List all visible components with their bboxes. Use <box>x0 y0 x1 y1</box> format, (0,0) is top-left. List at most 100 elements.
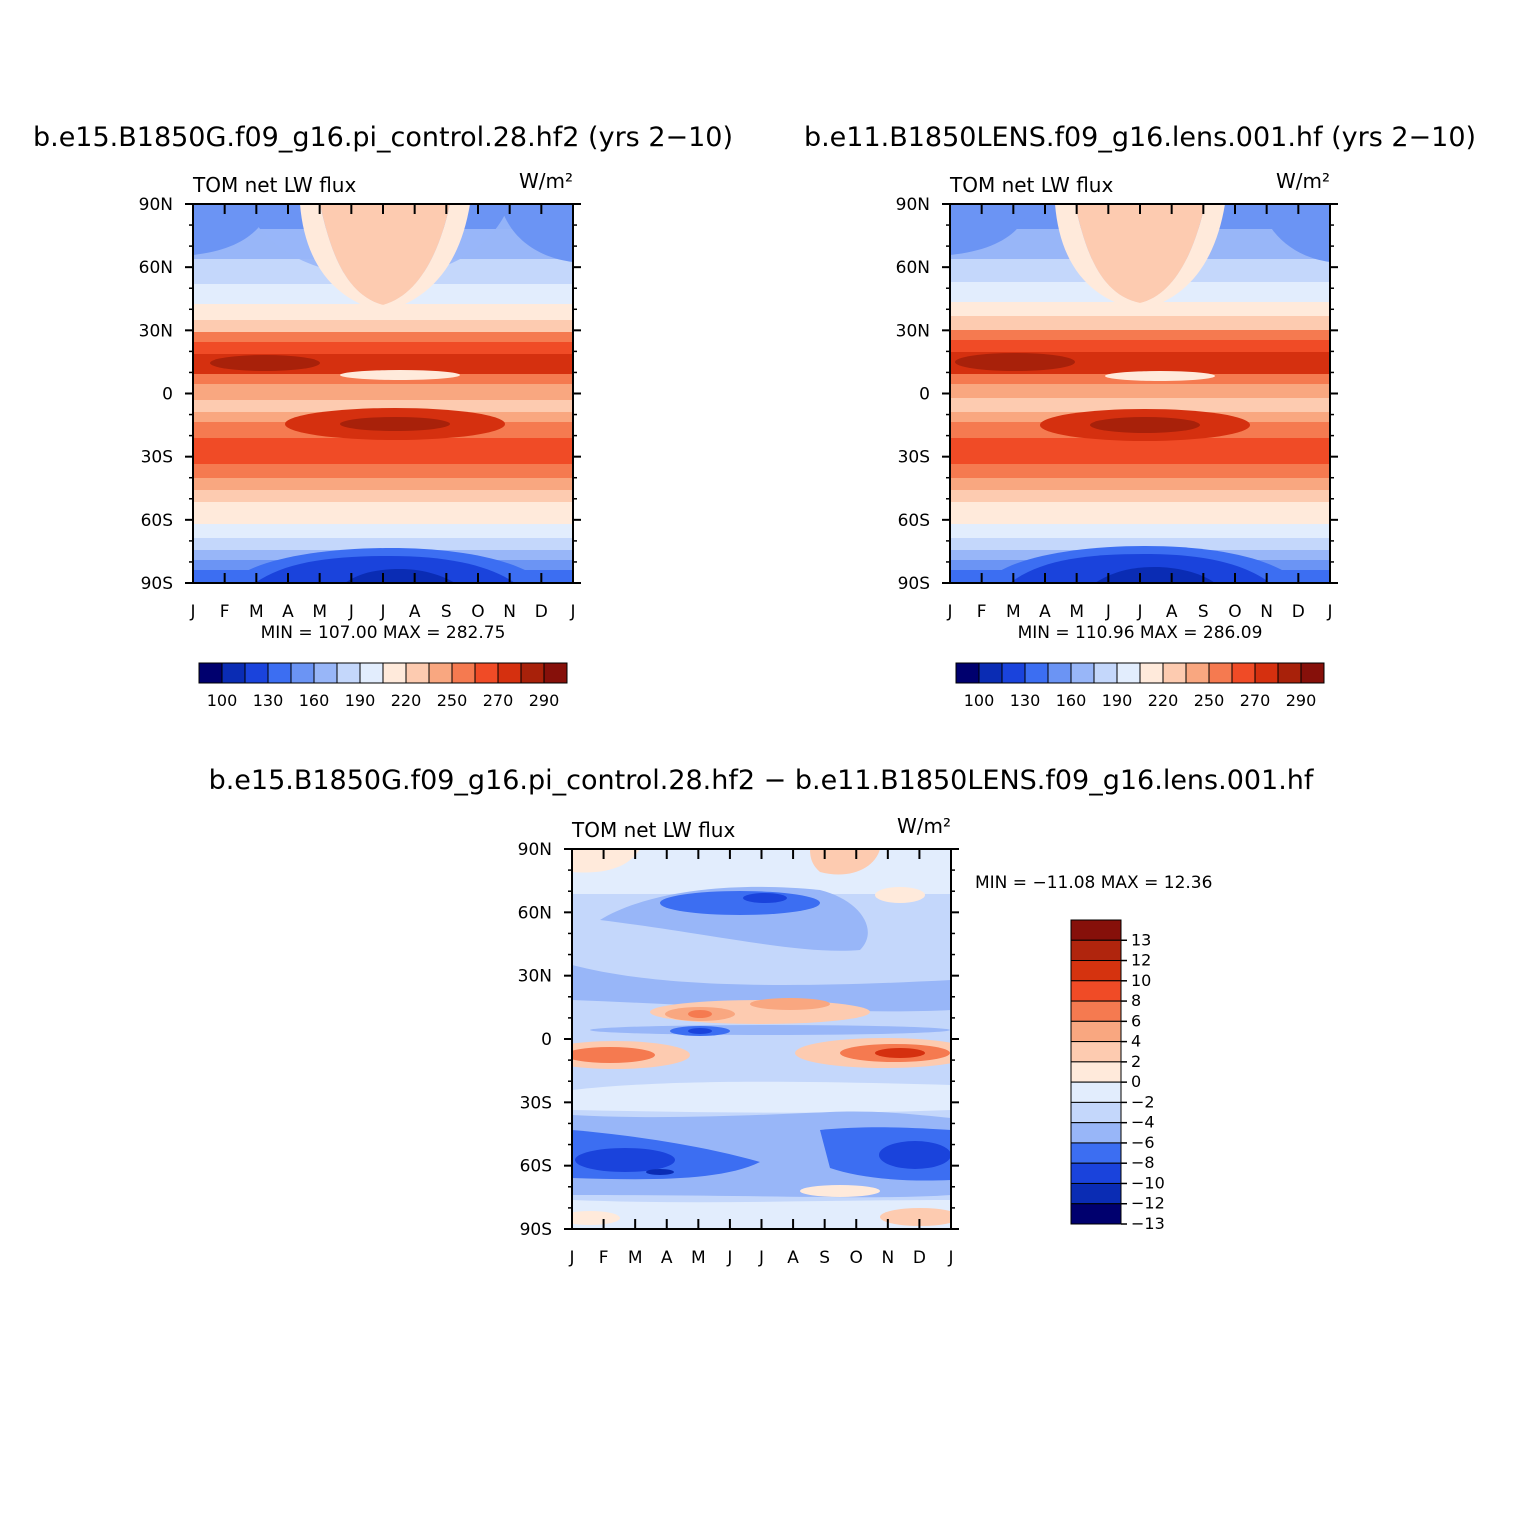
colorbar-box <box>1162 662 1187 684</box>
colorbar-box <box>1116 662 1141 684</box>
units-label: W/m² <box>519 169 573 193</box>
colorbar-tick-label: 4 <box>1131 1032 1141 1051</box>
colorbar-tick-label: 250 <box>1194 691 1225 710</box>
summer-warm-tongue <box>1075 204 1205 303</box>
x-tick-label: M <box>628 1248 643 1268</box>
itcz-warm-core <box>1105 371 1215 381</box>
antarctic-warm-left <box>572 1211 620 1225</box>
colorbar-box <box>1070 980 1122 1002</box>
colorbar-box <box>221 662 246 684</box>
midlat-north-cold <box>660 891 820 915</box>
units-label: W/m² <box>1276 169 1330 193</box>
band-5n <box>193 384 573 400</box>
colorbar-box <box>1070 919 1122 941</box>
y-tick-label: 30N <box>139 321 173 341</box>
x-tick-label: J <box>1105 602 1111 622</box>
arctic-cold-left <box>950 204 1030 255</box>
colorbar-box <box>1254 662 1279 684</box>
equator-cold-min <box>688 1028 712 1034</box>
variable-label: TOM net LW flux <box>571 818 735 842</box>
x-tick-label: J <box>758 1248 764 1268</box>
colorbar-box <box>1139 662 1164 684</box>
colorbar-box <box>1070 1061 1122 1083</box>
x-tick-label: O <box>850 1248 863 1268</box>
band-25n <box>950 340 1330 352</box>
x-tick-label: A <box>787 1248 799 1268</box>
subtropic-north-core <box>210 355 320 371</box>
y-tick-label: 30S <box>520 1093 552 1113</box>
panel-pi-control: b.e15.B1850G.f09_g16.pi_control.28.hf2 (… <box>33 122 733 710</box>
colorbar-tick-label: 160 <box>299 691 330 710</box>
arctic-warm-right <box>810 849 880 875</box>
colorbar-tick-label: 220 <box>391 691 422 710</box>
band-5n <box>950 384 1330 398</box>
arctic-cold-right <box>1260 204 1330 262</box>
colorbar-tick-label: 100 <box>207 691 238 710</box>
variable-label: TOM net LW flux <box>192 173 356 197</box>
colorbar-tick-label: 250 <box>437 691 468 710</box>
colorbar-tick-label: 190 <box>345 691 376 710</box>
panel-title: b.e15.B1850G.f09_g16.pi_control.28.hf2 (… <box>33 122 733 153</box>
y-tick-label: 90S <box>898 574 930 594</box>
x-tick-label: O <box>1228 602 1241 622</box>
x-tick-label: F <box>220 602 230 622</box>
arctic-warm-left <box>572 849 640 873</box>
colorbar-box <box>267 662 292 684</box>
min-max-readout: MIN = 107.00 MAX = 282.75 <box>261 623 506 643</box>
colorbar-tick-label: 290 <box>529 691 560 710</box>
contour-field <box>572 849 951 1229</box>
y-axis: 90N 60N 30N 0 30S 60S 90S <box>896 195 1338 594</box>
x-tick-label: J <box>569 602 575 622</box>
colorbar-box <box>1185 662 1210 684</box>
colorbar-box <box>1047 662 1072 684</box>
colorbar-tick-label: −6 <box>1131 1133 1155 1152</box>
x-tick-label: S <box>441 602 452 622</box>
band-45s <box>950 490 1330 502</box>
x-tick-label: J <box>1136 602 1142 622</box>
colorbar-tick-label: 290 <box>1286 691 1317 710</box>
x-tick-label: N <box>881 1248 894 1268</box>
band-eq <box>193 400 573 412</box>
colorbar-box <box>382 662 407 684</box>
units-label: W/m² <box>897 814 951 838</box>
x-tick-label: N <box>1260 602 1273 622</box>
subtropic-north-cool <box>572 965 951 1012</box>
colorbar-box <box>1070 1020 1122 1043</box>
y-tick-label: 60N <box>896 258 930 278</box>
polar-south-min <box>1095 567 1215 583</box>
y-tick-label: 60S <box>898 511 930 531</box>
colorbar-tick-label: 13 <box>1131 930 1151 949</box>
y-axis: 90N 60N 30N 0 30S 60S 90S <box>518 840 959 1240</box>
x-tick-label: O <box>471 602 484 622</box>
colorbar-box <box>978 662 1003 684</box>
colorbar-tick-label: 2 <box>1131 1052 1141 1071</box>
x-tick-label: J <box>379 602 385 622</box>
colorbar-tick-label: −12 <box>1131 1194 1165 1213</box>
colorbar-tick-label: 270 <box>483 691 514 710</box>
colorbar-box <box>428 662 453 684</box>
colorbar-box <box>1024 662 1049 684</box>
colorbar-box <box>520 662 545 684</box>
x-tick-label: A <box>1039 602 1051 622</box>
summer-warm-edge <box>1055 204 1225 310</box>
colorbar-tick-label: 270 <box>1240 691 1271 710</box>
x-tick-label: J <box>348 602 354 622</box>
x-tick-label: A <box>409 602 421 622</box>
midlat-south-min <box>646 1169 674 1175</box>
colorbar-box <box>1277 662 1302 684</box>
colorbar-box <box>497 662 522 684</box>
colorbar-box <box>1070 1122 1122 1144</box>
colorbar-tick-label: 12 <box>1131 951 1151 970</box>
colorbar-box <box>405 662 430 684</box>
colorbar-tick-label: −8 <box>1131 1153 1155 1172</box>
colorbar-tick-label: −4 <box>1131 1113 1155 1132</box>
south-warm-right-core <box>875 1048 925 1058</box>
y-tick-label: 90N <box>896 195 930 215</box>
colorbar-box <box>955 662 980 684</box>
x-tick-label: D <box>913 1248 926 1268</box>
x-tick-label: F <box>599 1248 609 1268</box>
